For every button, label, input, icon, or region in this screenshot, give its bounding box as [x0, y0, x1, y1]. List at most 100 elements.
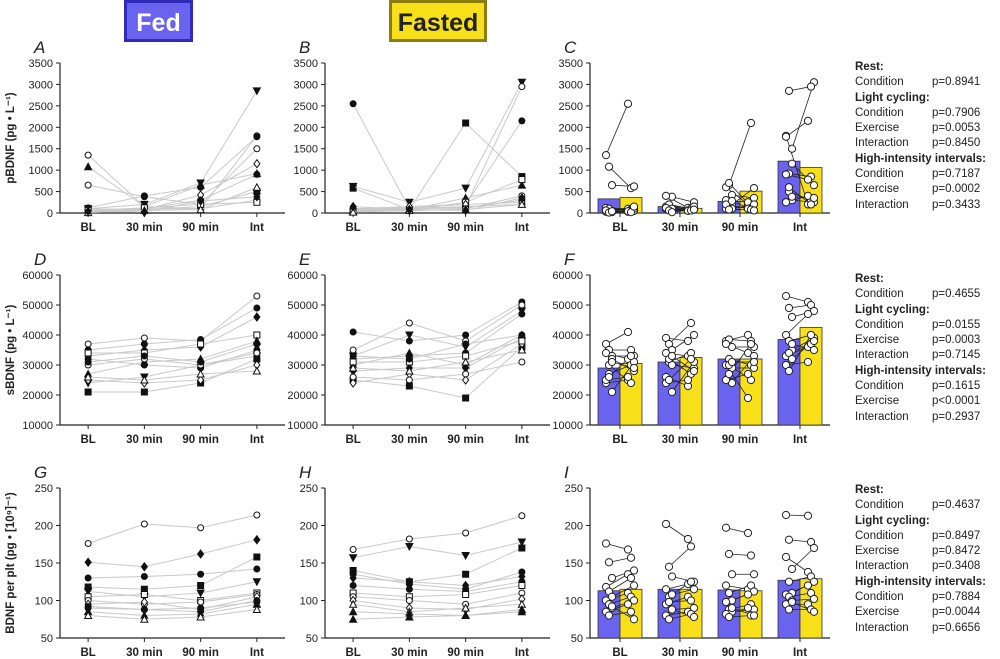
data-point-g	[84, 540, 92, 547]
y-tick-label-a: 500	[35, 187, 53, 199]
point-fasted-i	[743, 590, 753, 599]
point-fed-i	[607, 592, 617, 601]
point-fed-c	[784, 183, 794, 192]
y-axis-label-d: sBDNF (pg • L⁻¹)	[5, 305, 17, 396]
stats-row: Condition p=0.1615	[855, 379, 986, 394]
stats-panel-c: Rest: Condition p=0.8941 Light cycling: Cond…	[855, 60, 986, 213]
subject-line-e	[352, 304, 523, 351]
point-fed-c	[784, 86, 794, 95]
point-fed-i	[787, 564, 797, 574]
data-point-d	[140, 388, 148, 396]
stats-row: Interaction p=0.3408	[855, 559, 986, 574]
subject-line-h	[353, 598, 522, 611]
data-point-a	[253, 158, 261, 169]
data-point-d	[196, 369, 205, 378]
data-point-a	[252, 182, 262, 191]
data-point-h	[517, 607, 527, 616]
y-tick-label-b: 2000	[294, 122, 318, 134]
stats-p-value: p=0.8450	[932, 137, 981, 150]
subject-line-g	[88, 603, 257, 617]
stats-effect-label: Interaction	[855, 137, 909, 150]
subject-line-g	[88, 592, 257, 602]
pair-line-i	[791, 547, 815, 570]
y-tick-label-i: 100	[565, 596, 583, 608]
y-tick-label-e: 30000	[287, 360, 318, 372]
data-point-g	[83, 588, 93, 597]
point-fed-i	[784, 605, 794, 614]
subject-line-a	[88, 196, 257, 213]
data-point-e	[349, 346, 357, 354]
point-fed-i	[721, 523, 731, 532]
y-axis-label-a: pBDNF (pg • L⁻¹)	[5, 92, 17, 183]
y-tick-label-b: 2500	[294, 101, 318, 113]
y-tick-label-i: 50	[571, 633, 583, 645]
y-tick-label-c: 3500	[559, 58, 583, 70]
subject-line-h	[353, 611, 522, 620]
y-tick-label-b: 1500	[294, 144, 318, 156]
data-point-h	[461, 552, 470, 561]
data-point-g	[253, 553, 261, 561]
y-tick-label-d: 30000	[22, 360, 53, 372]
subject-line-h	[353, 576, 522, 587]
x-tick-label-b: BL	[345, 222, 360, 234]
y-tick-label-a: 2500	[29, 101, 53, 113]
point-fed-f	[724, 369, 734, 379]
stats-p-value: p=0.0044	[932, 606, 981, 619]
data-point-d	[140, 334, 148, 342]
y-tick-label-g: 150	[35, 558, 53, 570]
stats-row: Exercise p=0.0003	[855, 333, 986, 348]
point-fed-i	[664, 562, 674, 571]
data-point-g	[197, 570, 205, 578]
data-point-g	[253, 565, 261, 573]
stats-p-value: p<0.0001	[932, 395, 981, 408]
y-tick-label-d: 40000	[22, 330, 53, 342]
data-point-g	[84, 603, 92, 610]
stats-group-title: Rest:	[855, 484, 884, 496]
point-fed-c	[667, 208, 677, 217]
point-fasted-c	[803, 175, 813, 184]
subject-line-d	[88, 307, 258, 351]
stats-p-value: p=0.7145	[932, 349, 981, 362]
x-tick-label-d: BL	[80, 434, 95, 446]
stats-row: Interaction p=0.6656	[855, 621, 986, 636]
point-fed-i	[604, 611, 614, 620]
point-fasted-c	[629, 202, 639, 211]
subject-line-h	[353, 603, 522, 613]
subject-line-a	[88, 199, 257, 213]
point-fed-i	[784, 577, 794, 586]
chart-b: B 0 500 1000 1500 2000 2500 3000 3500 BL 30 min 90 …	[294, 38, 550, 234]
point-fed-c	[601, 151, 611, 160]
point-fed-i	[781, 552, 791, 562]
chart-d: D 10000 20000 30000 40000 50000 60000 BL 30 min 9…	[5, 250, 285, 446]
subject-line-b	[353, 197, 522, 211]
data-point-g	[197, 549, 205, 559]
y-tick-label-i: 250	[565, 483, 583, 495]
y-tick-label-g: 250	[35, 483, 53, 495]
subject-line-a	[88, 90, 258, 210]
subject-line-g	[88, 539, 257, 568]
chart-h: H 50 100 150 200 250 BL 30 min 90 min Int	[299, 463, 550, 659]
y-tick-label-b: 500	[300, 187, 318, 199]
x-tick-label-f: 90 min	[722, 434, 758, 446]
stats-effect-label: Exercise	[855, 122, 900, 135]
y-tick-label-e: 60000	[287, 270, 318, 282]
data-point-e	[405, 319, 413, 327]
subject-line-h	[353, 541, 522, 559]
point-fed-f	[781, 291, 791, 301]
point-fasted-i	[749, 570, 759, 579]
chart-a: A 0 500 1000 1500 2000 2500 3000 3500 BL 30 min 90 …	[5, 38, 285, 234]
data-point-a	[84, 181, 92, 189]
point-fed-f	[664, 375, 674, 385]
x-tick-label-g: BL	[80, 647, 95, 659]
point-fasted-i	[686, 577, 696, 586]
y-tick-label-d: 60000	[22, 270, 53, 282]
y-tick-label-g: 50	[41, 633, 53, 645]
data-point-e	[461, 357, 470, 366]
subject-line-d	[88, 295, 258, 345]
stats-p-value: p=0.7187	[932, 168, 981, 181]
x-tick-label-h: 30 min	[391, 647, 427, 659]
stats-row: Condition p=0.8941	[855, 75, 986, 90]
y-tick-label-h: 100	[300, 596, 318, 608]
data-point-e	[405, 348, 414, 357]
x-tick-label-b: 30 min	[391, 222, 427, 234]
